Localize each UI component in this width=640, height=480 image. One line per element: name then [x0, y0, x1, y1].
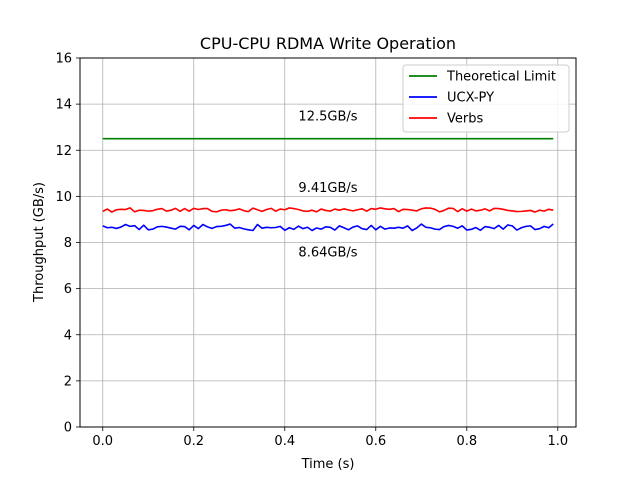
legend: Theoretical Limit UCX-PY Verbs [402, 64, 570, 133]
legend-label-verbs: Verbs [447, 112, 483, 127]
annotations-group: 12.5GB/s 9.41GB/s 8.64GB/s [298, 110, 357, 261]
y-tick-label: 14 [55, 98, 72, 113]
y-tick-label: 8 [64, 236, 72, 251]
x-tick-label: 0.6 [365, 434, 386, 449]
annotation-label: 8.64GB/s [298, 246, 357, 261]
x-axis-ticks: 0.0 0.2 0.4 0.6 0.8 1.0 [92, 427, 568, 449]
y-tick-label: 10 [55, 190, 72, 205]
annotation-label: 12.5GB/s [298, 110, 357, 125]
legend-label-theoretical-limit: Theoretical Limit [446, 70, 556, 85]
annotation-label: 9.41GB/s [298, 181, 357, 196]
y-tick-label: 4 [64, 328, 72, 343]
y-tick-label: 12 [55, 144, 72, 159]
y-tick-label: 6 [64, 282, 72, 297]
legend-label-ucx-py: UCX-PY [447, 91, 494, 106]
x-tick-label: 0.8 [456, 434, 477, 449]
series-line-ucx-py [102, 223, 554, 232]
y-tick-label: 0 [64, 421, 72, 436]
legend-box [402, 64, 570, 133]
x-tick-label: 0.2 [183, 434, 204, 449]
x-tick-label: 0.4 [274, 434, 295, 449]
x-tick-label: 1.0 [547, 434, 568, 449]
series-group [102, 137, 554, 232]
y-axis-label: Throughput (GB/s) [32, 182, 47, 303]
y-axis-ticks: 0 2 4 6 8 10 12 14 16 [55, 52, 80, 436]
y-tick-label: 16 [55, 52, 72, 67]
series-line-verbs [102, 207, 554, 213]
x-axis-label: Time (s) [301, 457, 355, 472]
y-tick-label: 2 [64, 374, 72, 389]
x-tick-label: 0.0 [92, 434, 113, 449]
chart-title: CPU-CPU RDMA Write Operation [200, 34, 456, 53]
